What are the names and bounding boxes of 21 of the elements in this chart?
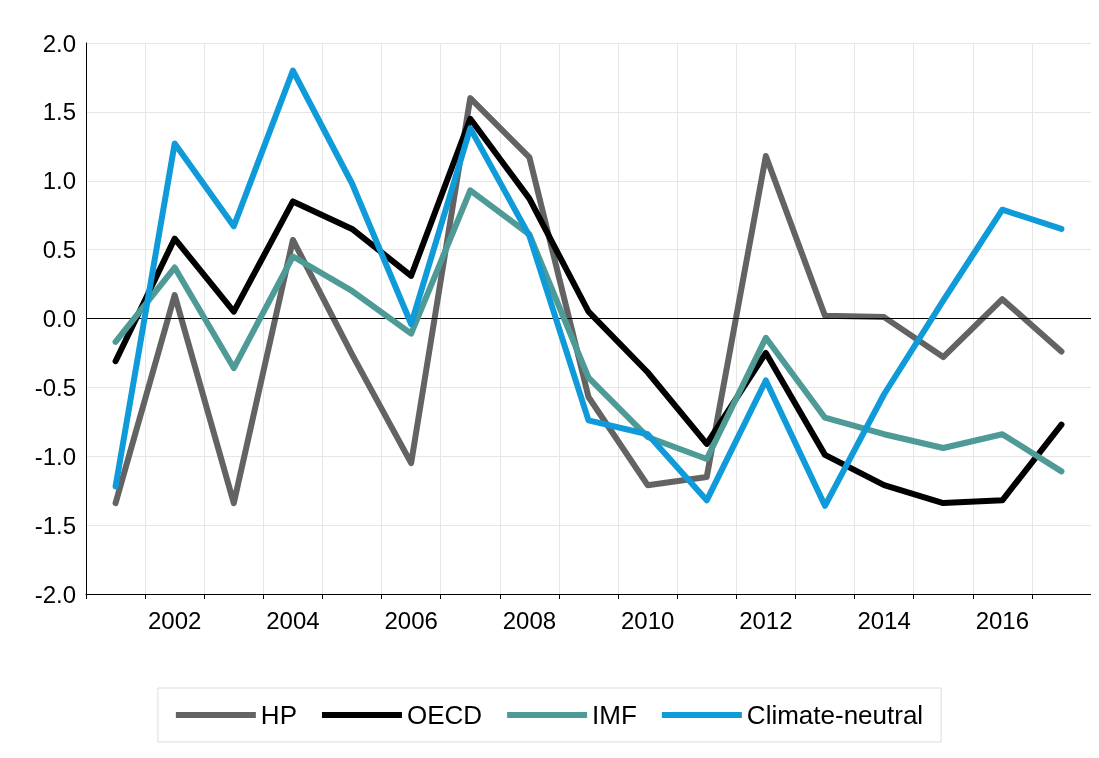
legend-label: Climate-neutral xyxy=(746,700,924,730)
x-tick-label: 2002 xyxy=(147,606,202,634)
y-tick-label: 2.0 xyxy=(42,29,76,57)
y-tick-label: 0.5 xyxy=(42,236,76,264)
x-tick-label: 2014 xyxy=(857,606,911,634)
x-tick-label: 2008 xyxy=(502,606,557,634)
x-tick-label: 2006 xyxy=(384,606,438,634)
y-tick-label: -1.5 xyxy=(34,511,76,539)
x-tick-label: 2010 xyxy=(620,606,675,634)
legend-label: OECD xyxy=(406,700,483,730)
legend-label: IMF xyxy=(592,700,637,730)
x-tick-label: 2004 xyxy=(266,606,320,634)
y-tick-label: 1.5 xyxy=(42,98,76,126)
y-tick-label: 1.0 xyxy=(42,167,76,195)
y-tick-label: -1.0 xyxy=(34,442,76,470)
x-tick-label: 2012 xyxy=(739,606,793,634)
y-tick-label: -0.5 xyxy=(34,373,76,401)
y-tick-label: 0.0 xyxy=(42,305,76,332)
x-tick-label: 2016 xyxy=(975,606,1030,634)
y-tick-label: -2.0 xyxy=(34,580,76,608)
legend-label: HP xyxy=(260,700,297,730)
